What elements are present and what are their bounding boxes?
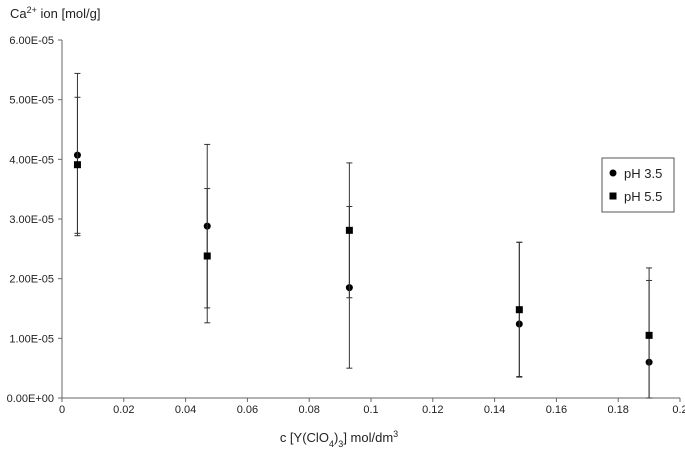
y-tick-label: 6.00E-05 xyxy=(9,35,54,47)
data-point-ph55 xyxy=(515,306,523,314)
y-tick-label: 0.00E+00 xyxy=(7,393,54,405)
y-tick-label: 4.00E-05 xyxy=(9,154,54,166)
legend-box xyxy=(601,157,675,213)
x-tick-label: 0.04 xyxy=(175,404,196,416)
x-tick-label: 0.2 xyxy=(672,404,685,416)
x-tick-label: 0.12 xyxy=(422,404,443,416)
y-axis-title: Ca2+ ion [mol/g] xyxy=(10,5,100,21)
legend: pH 3.5 pH 5.5 xyxy=(601,157,675,213)
plot-layer: 0.00E+00 1.00E-05 2.00E-05 3.00E-05 4.00E-05… xyxy=(7,35,685,416)
x-tick-label: 0.02 xyxy=(113,404,134,416)
y-axis-label: Ca2+ ion [mol/g] xyxy=(10,5,100,21)
y-tick-label: 2.00E-05 xyxy=(9,274,54,286)
x-tick-label: 0.08 xyxy=(298,404,319,416)
data-point-ph55 xyxy=(203,252,211,260)
y-tick-label: 5.00E-05 xyxy=(9,95,54,107)
x-axis-label: c [Y(ClO4)3] mol/dm3 xyxy=(280,429,398,449)
legend-marker-ph55 xyxy=(609,192,617,200)
x-tick-label: 0 xyxy=(59,404,65,416)
x-tick-label: 0.14 xyxy=(484,404,505,416)
y-tick-label: 1.00E-05 xyxy=(9,333,54,345)
y-tick-label: 3.00E-05 xyxy=(9,214,54,226)
x-tick-label: 0.06 xyxy=(237,404,258,416)
x-tick-label: 0.1 xyxy=(363,404,378,416)
data-point-ph55 xyxy=(645,331,653,339)
data-point-ph55 xyxy=(345,226,353,234)
x-axis-title: c [Y(ClO4)3] mol/dm3 xyxy=(280,429,398,449)
x-tick-label: 0.18 xyxy=(607,404,628,416)
legend-label-ph55: pH 5.5 xyxy=(624,189,662,204)
x-tick-label: 0.16 xyxy=(546,404,567,416)
data-point-ph55 xyxy=(73,161,81,169)
legend-label-ph35: pH 3.5 xyxy=(624,166,662,181)
legend-marker-ph35 xyxy=(609,169,617,177)
